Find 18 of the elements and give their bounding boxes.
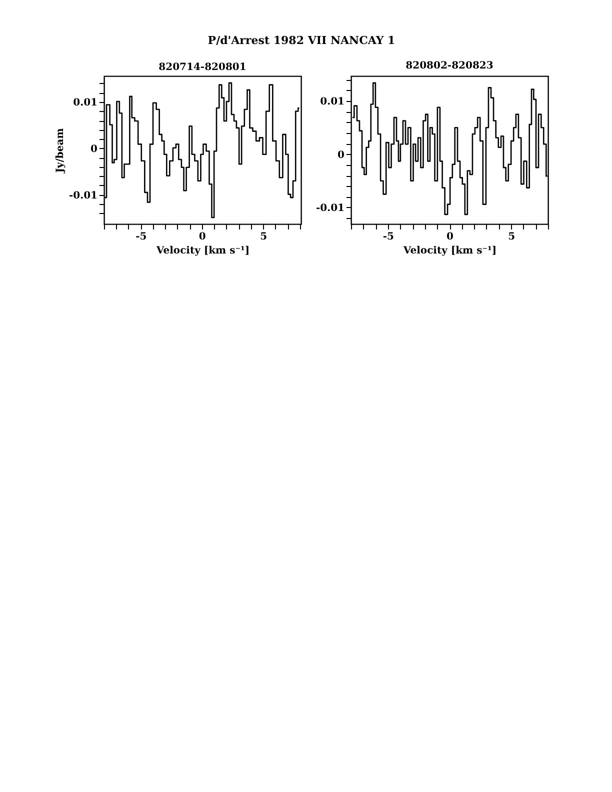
x-tick-label: 5 — [260, 232, 268, 242]
y-axis-title: Jy/beam — [54, 128, 66, 174]
text: P/d'Arrest 1982 VII NANCAY 1 — [208, 34, 396, 48]
x-tick-label: 0 — [446, 232, 454, 242]
x-axis-title: Velocity [km s⁻¹] — [155, 246, 250, 256]
y-tick-label: 0.01 — [73, 97, 98, 108]
y-tick-label: 0.01 — [320, 96, 344, 108]
chart-title: 820802-820823 — [406, 60, 494, 72]
chart-title: 820714-820801 — [158, 62, 246, 73]
y-tick-label: 0 — [90, 144, 98, 155]
x-tick-label: -5 — [136, 232, 147, 242]
y-tick-label: -0.01 — [316, 202, 344, 214]
x-tick-label: 0 — [198, 232, 206, 242]
y-tick-label: -0.01 — [68, 190, 98, 202]
x-tick-label: 5 — [508, 232, 516, 242]
y-tick-label: 0 — [338, 150, 345, 161]
x-tick-label: -5 — [382, 232, 394, 242]
x-axis-title: Velocity [km s⁻¹] — [402, 246, 497, 256]
